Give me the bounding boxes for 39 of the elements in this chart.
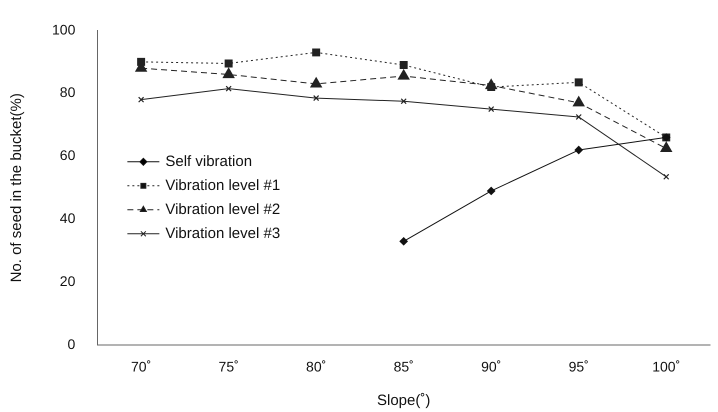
point bbox=[488, 106, 494, 112]
point bbox=[400, 237, 408, 246]
point bbox=[313, 95, 320, 102]
legend-label: Self vibration bbox=[165, 152, 252, 170]
y-tick-label: 20 bbox=[60, 273, 76, 290]
x-tick-label: 95˚ bbox=[568, 358, 589, 374]
x-tick-label: 80˚ bbox=[306, 358, 326, 374]
y-tick-label: 40 bbox=[60, 210, 76, 226]
x-axis-title: Slope(˚) bbox=[377, 392, 430, 410]
point bbox=[224, 59, 233, 68]
point bbox=[574, 78, 583, 86]
x-tick-label: 75˚ bbox=[218, 358, 239, 374]
legend-label: Vibration level #2 bbox=[165, 200, 280, 218]
x-tick-label: 90˚ bbox=[481, 358, 502, 374]
legend-label: Vibration level #1 bbox=[165, 176, 280, 194]
point bbox=[576, 114, 582, 120]
x-tick-label: 70˚ bbox=[131, 358, 152, 374]
legend-label: Vibration level #3 bbox=[165, 224, 280, 242]
y-axis-title: No. of seed in the bucket(%) bbox=[8, 93, 26, 282]
point bbox=[487, 186, 496, 196]
point bbox=[310, 77, 322, 88]
point bbox=[137, 58, 146, 66]
point bbox=[400, 98, 407, 104]
point bbox=[312, 48, 320, 56]
point bbox=[222, 68, 234, 78]
point bbox=[660, 142, 672, 152]
point bbox=[398, 69, 410, 80]
point bbox=[663, 174, 670, 180]
point bbox=[574, 146, 583, 154]
y-tick-label: 0 bbox=[68, 336, 76, 352]
y-tick-label: 100 bbox=[52, 21, 76, 38]
y-tick-label: 80 bbox=[60, 84, 76, 100]
point bbox=[138, 96, 144, 103]
point bbox=[226, 86, 232, 92]
x-tick-label: 100˚ bbox=[652, 358, 680, 374]
point bbox=[400, 61, 408, 70]
point bbox=[572, 96, 585, 106]
x-tick-label: 85˚ bbox=[394, 358, 414, 374]
y-tick-label: 60 bbox=[60, 147, 76, 164]
